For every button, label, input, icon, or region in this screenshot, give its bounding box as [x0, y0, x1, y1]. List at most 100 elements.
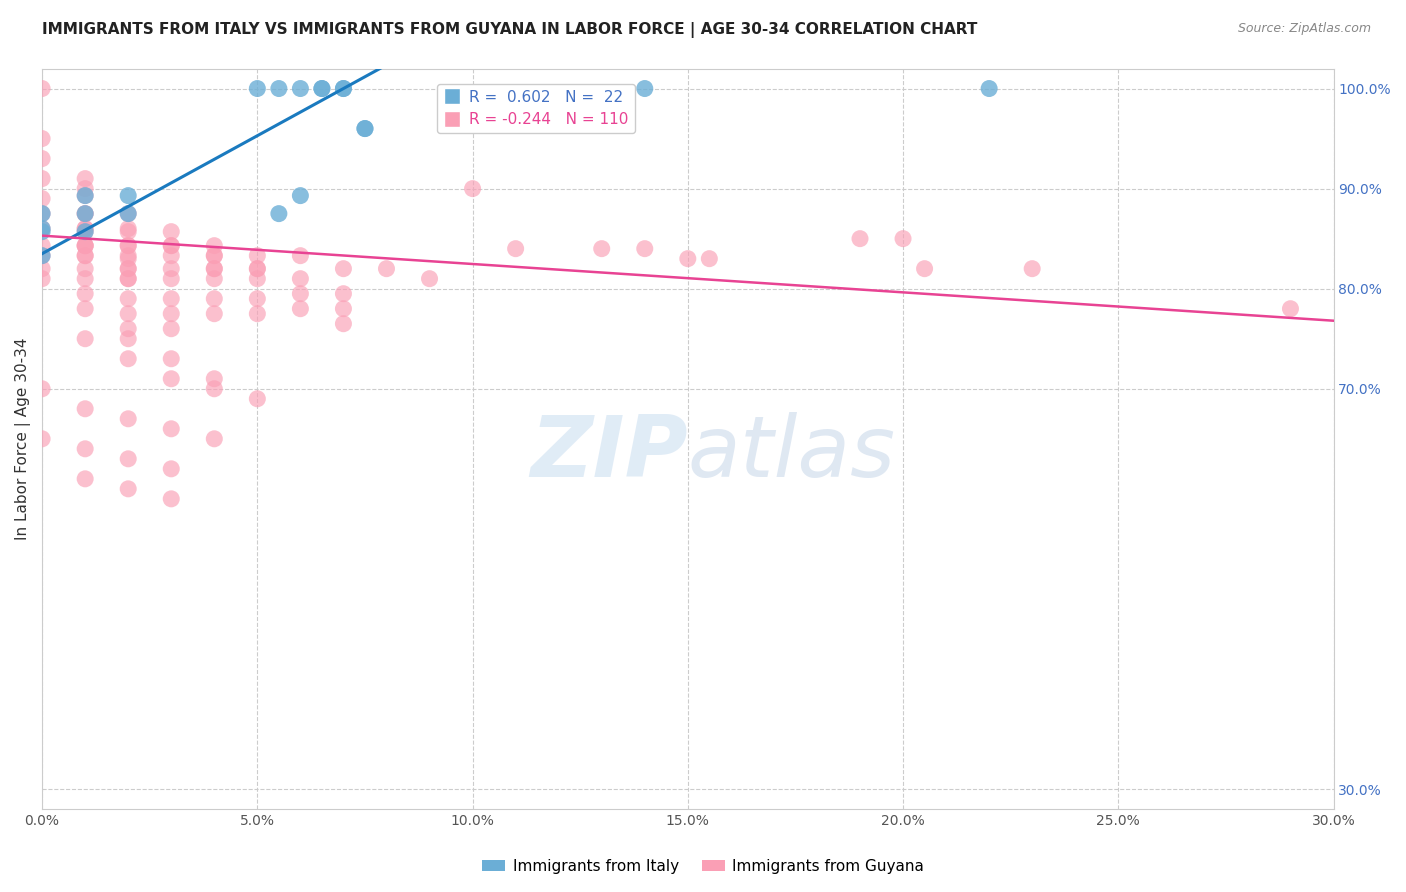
Point — [160, 225, 183, 239]
Point — [634, 242, 657, 256]
Legend: R =  0.602   N =  22, R = -0.244   N = 110: R = 0.602 N = 22, R = -0.244 N = 110 — [437, 84, 634, 134]
Point — [202, 372, 225, 386]
Text: Source: ZipAtlas.com: Source: ZipAtlas.com — [1237, 22, 1371, 36]
Point — [332, 301, 354, 316]
Point — [31, 261, 53, 276]
Point — [160, 422, 183, 436]
Y-axis label: In Labor Force | Age 30-34: In Labor Force | Age 30-34 — [15, 337, 31, 540]
Point — [375, 261, 398, 276]
Point — [849, 232, 872, 246]
Point — [202, 432, 225, 446]
Point — [160, 238, 183, 252]
Point — [160, 351, 183, 366]
Point — [75, 221, 97, 235]
Point — [31, 432, 53, 446]
Point — [117, 482, 139, 496]
Point — [75, 332, 97, 346]
Text: ZIP: ZIP — [530, 412, 688, 495]
Point — [891, 232, 914, 246]
Point — [31, 152, 53, 166]
Point — [246, 261, 269, 276]
Point — [31, 221, 53, 235]
Point — [75, 442, 97, 456]
Point — [246, 261, 269, 276]
Point — [75, 249, 97, 263]
Point — [31, 382, 53, 396]
Point — [290, 81, 312, 95]
Point — [31, 225, 53, 239]
Point — [160, 307, 183, 321]
Point — [75, 206, 97, 220]
Point — [246, 307, 269, 321]
Point — [31, 271, 53, 285]
Point — [461, 181, 484, 195]
Point — [117, 225, 139, 239]
Point — [160, 261, 183, 276]
Point — [267, 81, 290, 95]
Point — [75, 225, 97, 239]
Point — [75, 238, 97, 252]
Point — [31, 221, 53, 235]
Point — [202, 261, 225, 276]
Point — [267, 206, 290, 220]
Point — [202, 271, 225, 285]
Point — [75, 271, 97, 285]
Point — [332, 261, 354, 276]
Point — [290, 301, 312, 316]
Point — [31, 192, 53, 206]
Point — [117, 271, 139, 285]
Text: atlas: atlas — [688, 412, 896, 495]
Point — [311, 81, 333, 95]
Point — [160, 462, 183, 476]
Point — [332, 317, 354, 331]
Point — [117, 238, 139, 252]
Point — [202, 249, 225, 263]
Point — [117, 261, 139, 276]
Point — [160, 491, 183, 506]
Point — [117, 249, 139, 263]
Point — [418, 271, 440, 285]
Point — [117, 206, 139, 220]
Point — [676, 252, 699, 266]
Point — [332, 81, 354, 95]
Point — [117, 332, 139, 346]
Point — [31, 249, 53, 263]
Point — [31, 238, 53, 252]
Point — [699, 252, 721, 266]
Point — [332, 81, 354, 95]
Point — [914, 261, 936, 276]
Point — [246, 81, 269, 95]
Point — [202, 238, 225, 252]
Point — [202, 382, 225, 396]
Point — [246, 392, 269, 406]
Point — [117, 411, 139, 425]
Point — [354, 121, 377, 136]
Point — [75, 472, 97, 486]
Point — [31, 206, 53, 220]
Point — [1279, 301, 1302, 316]
Point — [202, 249, 225, 263]
Point — [117, 451, 139, 466]
Point — [117, 261, 139, 276]
Point — [332, 286, 354, 301]
Point — [75, 401, 97, 416]
Point — [75, 286, 97, 301]
Point — [117, 238, 139, 252]
Point — [75, 206, 97, 220]
Point — [202, 292, 225, 306]
Point — [75, 225, 97, 239]
Point — [160, 238, 183, 252]
Point — [160, 249, 183, 263]
Point — [75, 238, 97, 252]
Point — [290, 286, 312, 301]
Point — [31, 249, 53, 263]
Point — [31, 131, 53, 145]
Point — [75, 188, 97, 202]
Point — [117, 322, 139, 336]
Point — [1021, 261, 1043, 276]
Point — [246, 292, 269, 306]
Point — [290, 271, 312, 285]
Point — [354, 121, 377, 136]
Point — [75, 181, 97, 195]
Point — [31, 171, 53, 186]
